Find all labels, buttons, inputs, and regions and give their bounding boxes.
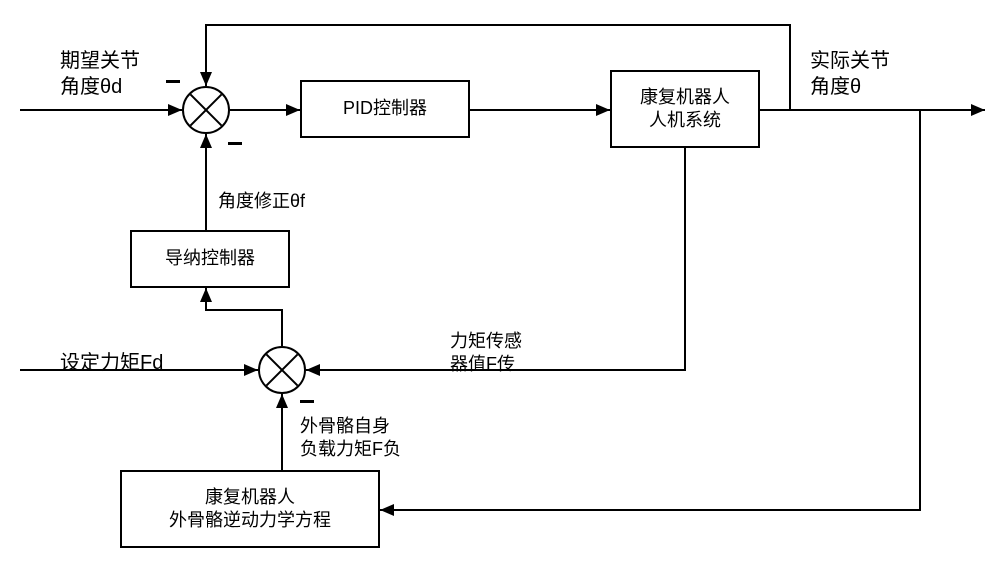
label-desired-angle: 期望关节 角度θd — [60, 48, 140, 100]
label-set-torque: 设定力矩Fd — [60, 350, 163, 376]
edge-theta-to-invdyn — [380, 110, 920, 510]
edge-sumbot-to-adm — [206, 288, 282, 346]
minus-sign — [228, 142, 242, 145]
label-torque-sensor: 力矩传感 器值F传 — [450, 330, 522, 377]
minus-sign — [166, 80, 180, 83]
admittance-label: 导纳控制器 — [165, 247, 255, 270]
label-actual-angle: 实际关节 角度θ — [810, 48, 890, 100]
summing-junction-top — [182, 86, 230, 134]
admittance-controller-box: 导纳控制器 — [130, 230, 290, 288]
robot-label: 康复机器人 人机系统 — [640, 86, 730, 133]
invdyn-label: 康复机器人 外骨骼逆动力学方程 — [169, 486, 331, 533]
robot-system-box: 康复机器人 人机系统 — [610, 70, 760, 148]
minus-sign — [300, 400, 314, 403]
label-load-torque: 外骨骼自身 负载力矩F负 — [300, 415, 401, 462]
pid-label: PID控制器 — [343, 97, 427, 120]
inverse-dynamics-box: 康复机器人 外骨骼逆动力学方程 — [120, 470, 380, 548]
pid-controller-box: PID控制器 — [300, 80, 470, 138]
summing-junction-bottom — [258, 346, 306, 394]
label-angle-correction: 角度修正θf — [218, 190, 305, 213]
